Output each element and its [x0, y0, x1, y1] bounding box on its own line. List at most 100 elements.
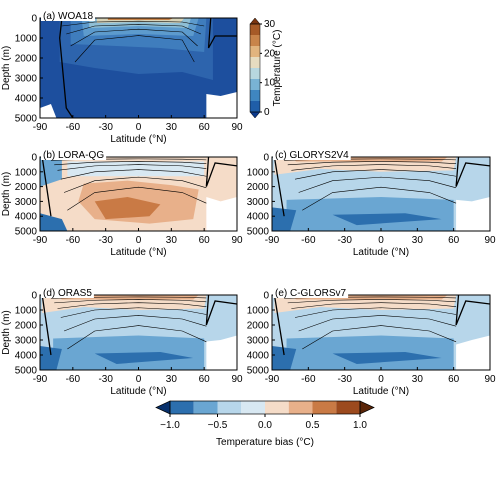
x-tick-label: 0: [378, 374, 384, 385]
x-axis-label: Latitude (°N): [353, 386, 409, 397]
colorbar-segment: [250, 57, 260, 68]
x-tick-label: 0: [136, 374, 142, 385]
y-tick-label: 2000: [247, 182, 270, 193]
x-axis-label: Latitude (°N): [110, 247, 166, 258]
y-tick-label: 2000: [15, 321, 38, 332]
y-tick-label: 3000: [15, 336, 38, 347]
field-region: [332, 352, 442, 364]
y-tick-label: 0: [31, 14, 37, 25]
colorbar-segment: [250, 90, 260, 101]
field: [40, 295, 237, 370]
contour-line: [63, 176, 207, 193]
y-tick-label: 3000: [15, 74, 38, 85]
y-tick-label: 2000: [247, 321, 270, 332]
contour-line: [291, 302, 457, 309]
y-tick-label: 1000: [247, 167, 270, 178]
colorbar-tick-label: 10: [264, 78, 276, 89]
contour-line: [59, 18, 74, 118]
x-tick-label: -90: [33, 122, 48, 133]
y-tick-label: 3000: [15, 197, 38, 208]
contour-line: [273, 295, 285, 356]
y-tick-label: 5000: [15, 114, 38, 125]
contour-line: [41, 295, 52, 356]
x-tick-label: 60: [448, 235, 460, 246]
field-region: [40, 346, 62, 370]
x-tick-label: 0: [136, 122, 142, 133]
colorbar-label: Temperature (°C): [272, 30, 283, 107]
contour-line: [205, 295, 237, 326]
contour-line: [298, 176, 457, 193]
x-tick-label: -30: [337, 235, 352, 246]
land: [456, 335, 490, 370]
y-tick-label: 4000: [15, 212, 38, 223]
field-region: [40, 213, 68, 231]
field: [40, 18, 237, 118]
colorbar-tick-label: 0: [264, 107, 270, 118]
x-tick-label: 60: [199, 235, 211, 246]
land: [40, 104, 57, 118]
contour-line: [273, 157, 285, 217]
contour-line: [455, 295, 490, 326]
x-tick-label: 60: [199, 122, 211, 133]
colorbar-tick-label: 0.0: [258, 420, 272, 431]
y-tick-label: 2000: [15, 54, 38, 65]
field: [272, 295, 490, 370]
x-tick-label: 30: [412, 235, 424, 246]
title-bg: [273, 286, 349, 298]
title-bg: [273, 148, 351, 160]
colorbar-segment: [241, 401, 265, 414]
x-tick-label: 30: [166, 235, 178, 246]
colorbar-segment: [288, 401, 313, 414]
x-tick-label: 0: [136, 235, 142, 246]
colorbar-segment: [250, 46, 260, 57]
colorbar-segment: [336, 401, 360, 414]
panel-title: (e) C-GLORSv7: [275, 288, 347, 299]
contour-line: [41, 157, 52, 217]
land: [206, 92, 237, 118]
field-region: [332, 213, 442, 226]
field-region: [94, 196, 161, 220]
field-region: [272, 346, 297, 370]
x-axis-label: Latitude (°N): [110, 386, 166, 397]
contour-line: [66, 24, 202, 35]
contour-line: [287, 299, 457, 304]
x-tick-label: -60: [301, 374, 316, 385]
x-tick-label: -90: [33, 374, 48, 385]
x-tick-label: 30: [166, 374, 178, 385]
y-axis-label: Depth (m): [1, 310, 12, 354]
x-tick-label: -30: [98, 374, 113, 385]
colorbar-extend: [359, 400, 375, 415]
x-tick-label: 90: [484, 374, 496, 385]
land: [206, 196, 237, 231]
contour-line: [291, 164, 457, 171]
colorbar-tick-label: 30: [264, 19, 276, 30]
x-axis-label: Latitude (°N): [353, 247, 409, 258]
x-tick-label: -30: [98, 235, 113, 246]
field: [272, 157, 490, 231]
x-tick-label: -60: [66, 374, 81, 385]
colorbar-tick-label: −0.5: [208, 420, 228, 431]
contour-line: [205, 157, 237, 187]
colorbar-label: Temperature bias (°C): [216, 437, 314, 448]
colorbar-tick-label: 0.5: [306, 420, 320, 431]
contour-line: [302, 186, 457, 211]
contour-line: [61, 20, 205, 27]
y-tick-label: 1000: [247, 306, 270, 317]
y-tick-label: 3000: [247, 197, 270, 208]
y-tick-label: 4000: [15, 351, 38, 362]
contour-line: [63, 315, 207, 332]
y-axis-label: Depth (m): [1, 172, 12, 216]
x-tick-label: -30: [98, 122, 113, 133]
panel-title: (b) LORA-QG: [43, 150, 104, 161]
colorbar-extend: [249, 111, 261, 119]
x-tick-label: -90: [33, 235, 48, 246]
contour-line: [74, 35, 195, 63]
x-tick-label: 30: [412, 374, 424, 385]
contour-line: [294, 307, 457, 318]
colorbar-segment: [250, 101, 260, 112]
y-tick-label: 4000: [247, 212, 270, 223]
colorbar-frame: [249, 23, 261, 113]
field: [40, 157, 237, 231]
contour-line: [60, 307, 207, 318]
x-tick-label: 0: [378, 235, 384, 246]
